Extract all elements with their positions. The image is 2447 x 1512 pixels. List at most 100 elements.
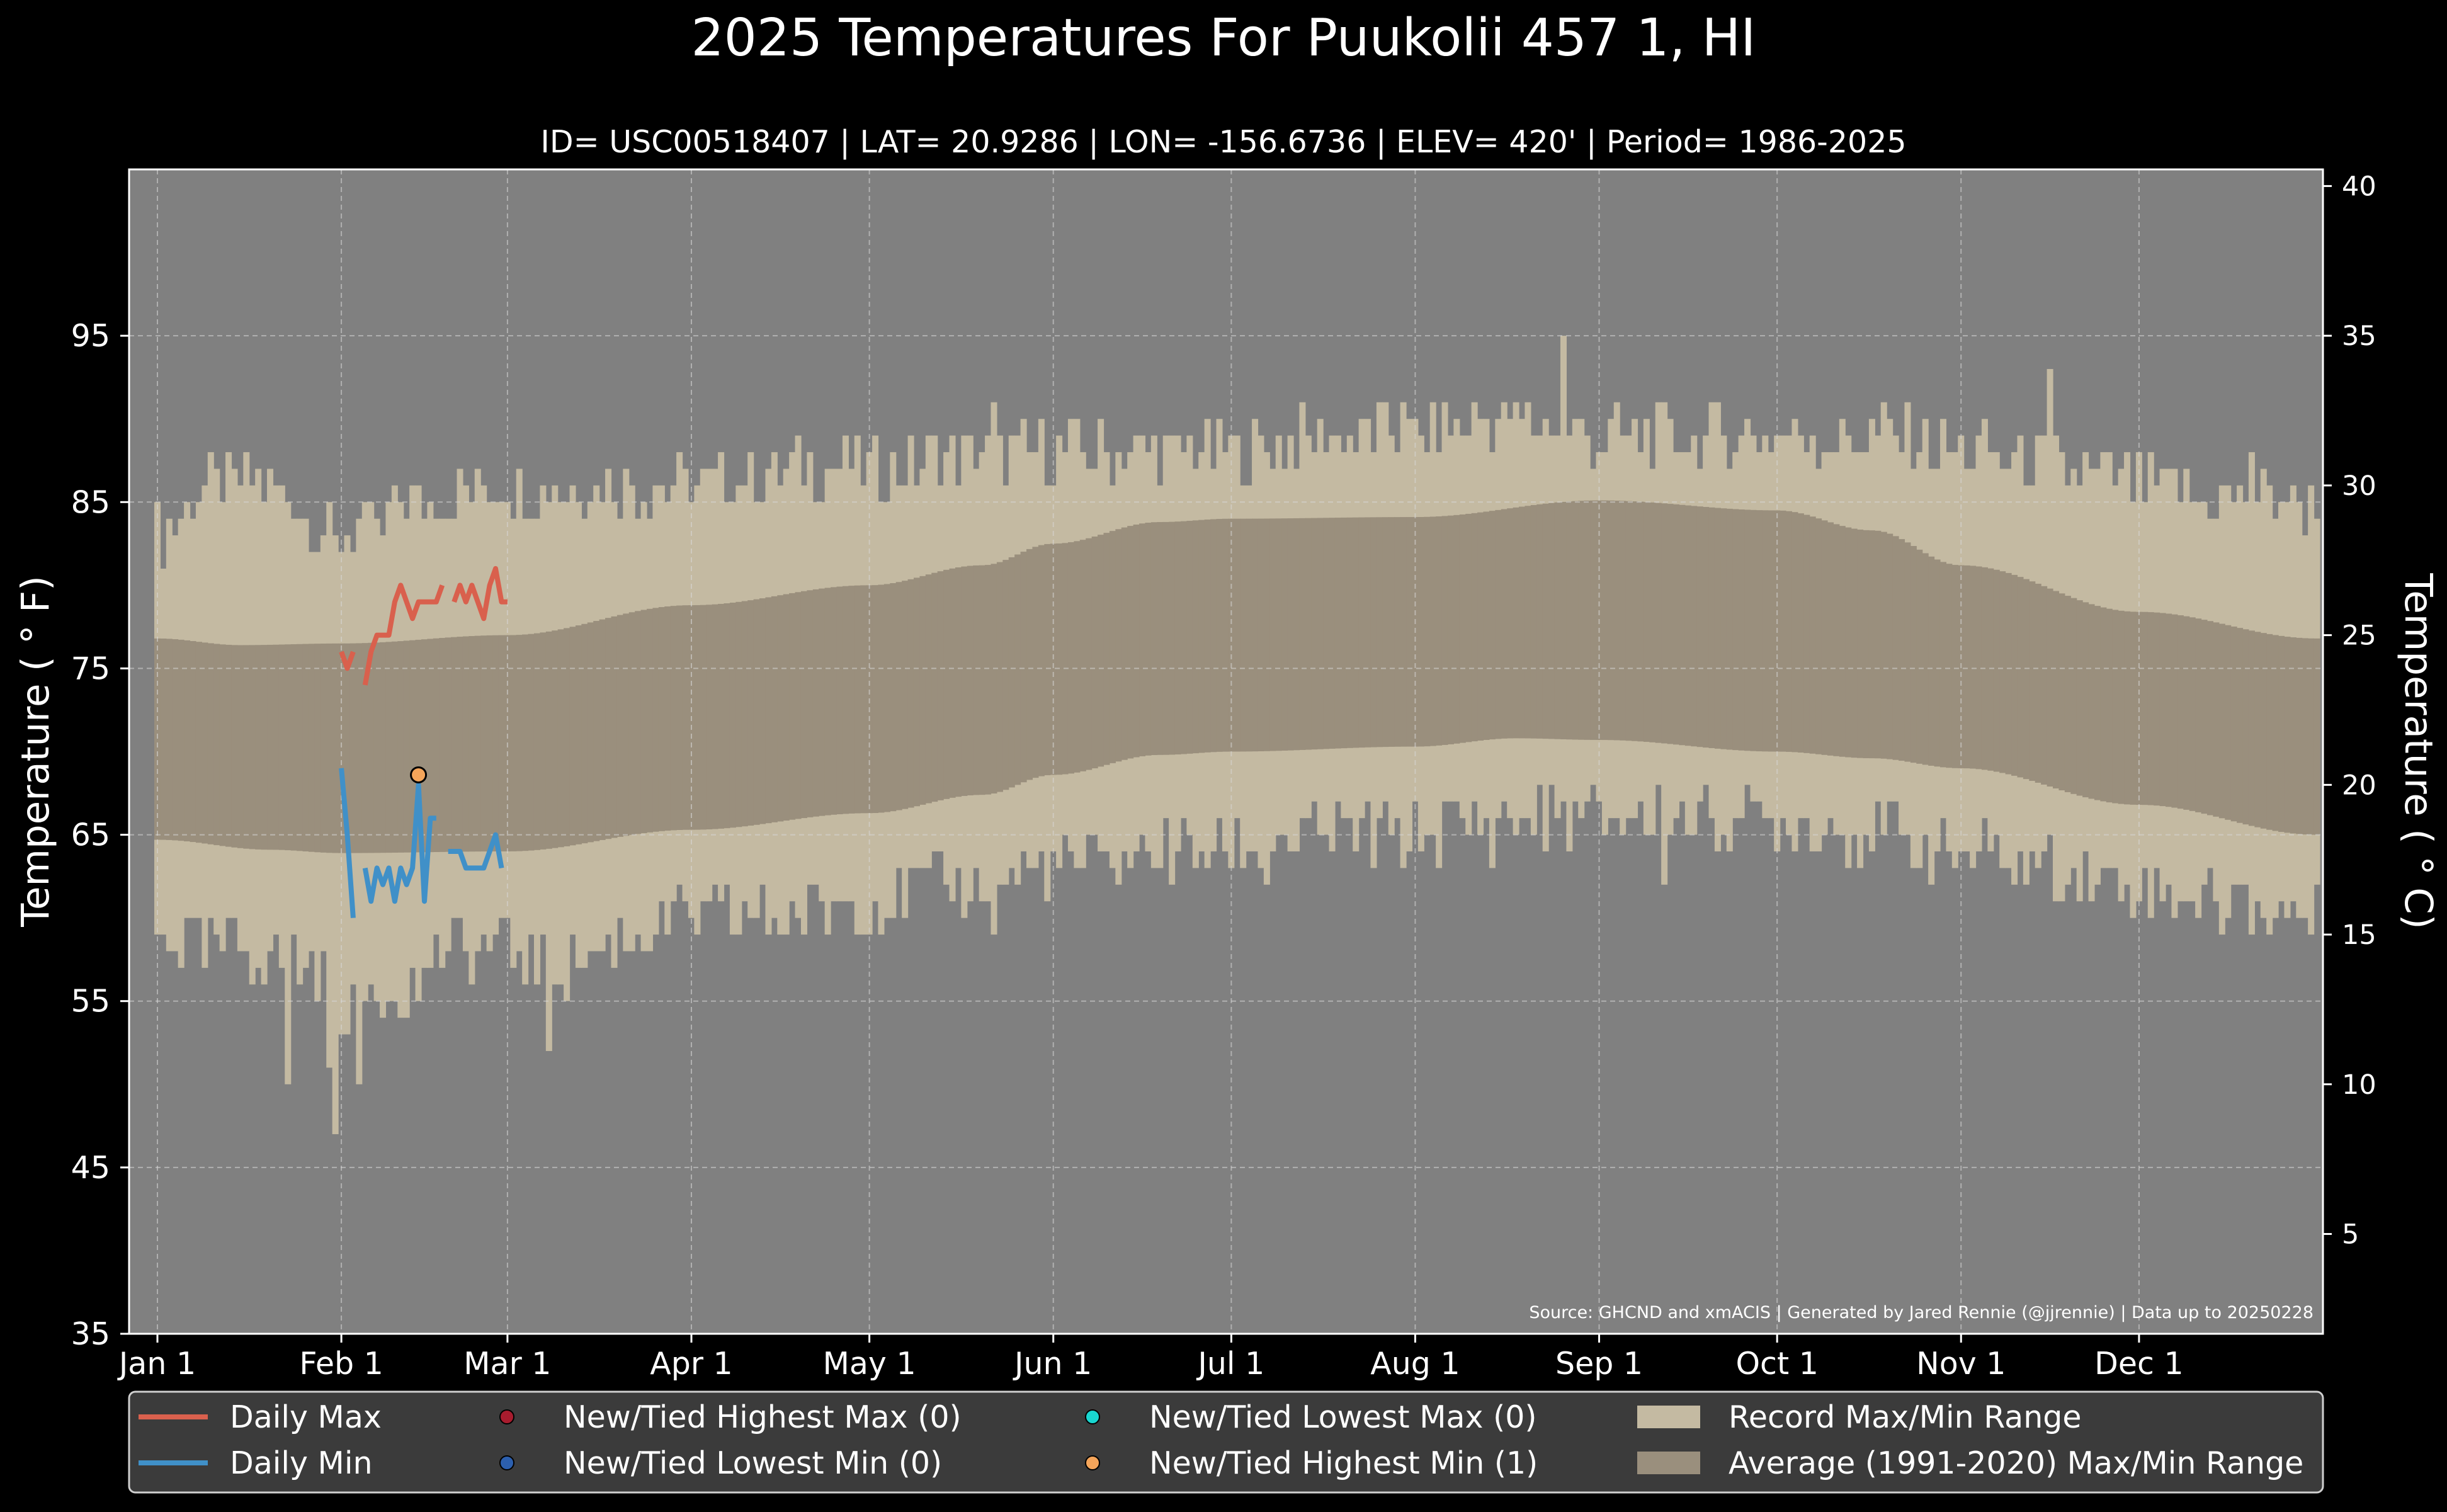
average-bar xyxy=(178,639,185,841)
average-bar xyxy=(1530,505,1537,739)
average-bar xyxy=(385,642,392,853)
average-bar xyxy=(1696,506,1703,747)
average-bar xyxy=(1014,554,1021,785)
average-bar xyxy=(902,581,909,809)
y-tick-label: 55 xyxy=(71,984,110,1020)
average-bar xyxy=(273,644,280,850)
y-axis-left: 35 45 55 65 75 85 95 xyxy=(71,318,129,1352)
average-bar xyxy=(943,569,950,799)
average-bar xyxy=(2254,632,2261,827)
average-bar xyxy=(1258,518,1264,752)
legend: Daily Max Daily Min New/Tied Highest Max (… xyxy=(128,1390,2324,1494)
average-bar xyxy=(961,566,968,796)
average-bar xyxy=(368,642,375,853)
average-bar xyxy=(628,612,635,835)
average-bar xyxy=(1459,514,1466,743)
average-bar xyxy=(1198,520,1205,753)
average-bar xyxy=(1400,517,1407,747)
average-bar xyxy=(1305,518,1312,750)
average-bar xyxy=(308,644,315,852)
average-bar xyxy=(2154,612,2160,806)
average-bar xyxy=(1447,515,1454,744)
average-bar xyxy=(1139,523,1146,756)
average-bar xyxy=(1026,549,1033,780)
average-bar xyxy=(2314,638,2320,835)
average-bar xyxy=(302,644,309,851)
source-note: Source: GHCND and xmACIS | Generated by … xyxy=(1529,1303,2314,1322)
average-bar xyxy=(1180,521,1188,754)
average-bar xyxy=(403,640,410,853)
average-bar xyxy=(1150,522,1157,756)
average-bar xyxy=(955,567,962,797)
y2-tick-label: 10 xyxy=(2342,1069,2376,1101)
average-bar xyxy=(421,639,428,853)
average-bar xyxy=(1115,529,1122,762)
average-bar xyxy=(1851,528,1858,758)
average-bar xyxy=(2230,626,2237,822)
average-bar xyxy=(1038,545,1045,776)
average-bar xyxy=(783,594,790,821)
average-bar xyxy=(1246,518,1252,752)
average-bar xyxy=(819,588,826,816)
average-bar xyxy=(314,644,321,853)
average-bar xyxy=(184,640,191,842)
average-bar xyxy=(2308,638,2315,835)
average-bar xyxy=(545,631,552,849)
legend-swatch-patch xyxy=(1637,1452,1700,1474)
average-bar xyxy=(831,587,837,815)
average-bar xyxy=(718,603,725,829)
average-bar xyxy=(1269,518,1276,751)
average-bar xyxy=(1827,522,1834,756)
average-bar xyxy=(1863,530,1870,758)
average-bar xyxy=(243,645,250,849)
average-bar xyxy=(991,564,997,794)
average-bar xyxy=(664,606,671,831)
average-bar xyxy=(285,644,292,851)
y-tick-label: 35 xyxy=(71,1316,110,1352)
average-bar xyxy=(1726,508,1733,750)
y-axis-label: Temperature ( ° F) xyxy=(13,576,58,928)
average-bar xyxy=(1939,562,1947,768)
average-bar xyxy=(2290,637,2297,834)
average-bar xyxy=(207,643,214,844)
average-bar xyxy=(338,643,345,853)
average-bar xyxy=(492,635,499,852)
average-bar xyxy=(1868,530,1875,759)
average-bar xyxy=(564,628,571,846)
average-bar xyxy=(2166,613,2172,807)
average-bar xyxy=(1145,523,1152,756)
average-bar xyxy=(1584,500,1591,740)
plot-frame xyxy=(128,168,2324,1335)
average-bar xyxy=(1275,518,1282,751)
average-bar xyxy=(658,607,665,831)
average-bar xyxy=(635,611,642,834)
x-tick-label: Jul 1 xyxy=(1196,1346,1264,1382)
x-tick-label: Sep 1 xyxy=(1555,1346,1643,1382)
average-bar xyxy=(172,639,179,841)
average-bar xyxy=(1002,560,1009,790)
average-bar xyxy=(397,641,404,853)
average-bar xyxy=(2225,625,2232,820)
average-bar xyxy=(670,606,677,831)
average-bar xyxy=(581,623,588,844)
x-tick-label: May 1 xyxy=(823,1346,916,1382)
average-bar xyxy=(1572,501,1579,740)
average-bar xyxy=(1477,512,1484,741)
average-bar xyxy=(842,586,849,814)
average-bar xyxy=(1993,569,2000,772)
legend-swatch-dot xyxy=(499,1409,514,1424)
average-bar xyxy=(1240,518,1247,752)
x-tick-label: Aug 1 xyxy=(1370,1346,1460,1382)
x-tick-label: Dec 1 xyxy=(2094,1346,2184,1382)
average-bar xyxy=(2088,604,2095,799)
average-bar xyxy=(1056,543,1063,775)
average-bar xyxy=(1062,543,1069,775)
average-bar xyxy=(913,577,921,807)
average-bar xyxy=(1892,536,1899,760)
average-bar xyxy=(807,590,814,817)
x-tick-label: Oct 1 xyxy=(1735,1346,1818,1382)
average-bar xyxy=(2047,588,2053,787)
average-bar xyxy=(2035,583,2041,783)
average-bar xyxy=(919,576,926,805)
